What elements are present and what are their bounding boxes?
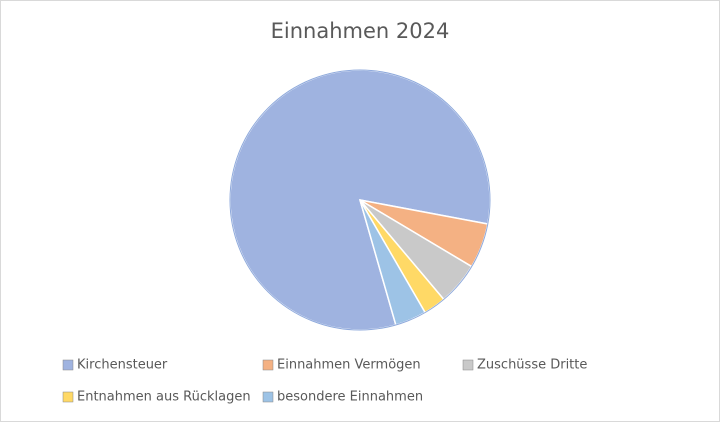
legend-swatch [262,359,274,371]
legend-label: Einnahmen Vermögen [277,358,421,373]
legend-label: Entnahmen aus Rücklagen [77,390,251,405]
legend-label: Kirchensteuer [77,358,168,373]
chart-title: Einnahmen 2024 [271,19,450,43]
legend-swatch [462,359,474,371]
legend-swatch [62,391,74,403]
legend-label: Zuschüsse Dritte [477,358,587,373]
pie-outline [229,69,491,331]
legend-label: besondere Einnahmen [277,390,423,405]
legend-swatch [262,391,274,403]
legend-swatch [62,359,74,371]
